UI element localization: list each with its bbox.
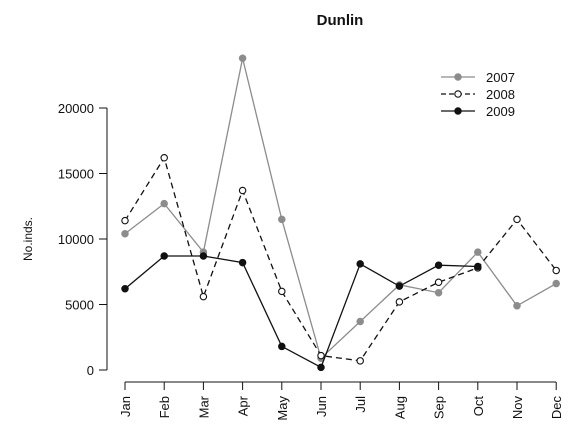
data-point xyxy=(317,351,325,360)
series-2009 xyxy=(121,252,482,372)
x-tick-label: Feb xyxy=(157,396,172,418)
x-tick-label: Jun xyxy=(314,396,329,417)
legend-item: 2009 xyxy=(441,104,515,119)
data-point xyxy=(552,266,560,275)
data-point xyxy=(434,261,443,269)
data-point xyxy=(434,288,443,297)
y-ticks: 0 5000 10000 15000 20000 xyxy=(58,101,107,378)
series-line-2009 xyxy=(124,255,478,369)
chart-title: Dunlin xyxy=(317,12,364,29)
x-tick-label: Nov xyxy=(510,396,525,420)
legend-item: 2007 xyxy=(441,70,515,85)
y-tick-label: 15000 xyxy=(58,167,94,182)
series-line-2008 xyxy=(124,156,557,362)
x-tick-label: Aug xyxy=(392,396,407,419)
y-axis-label: No.inds. xyxy=(21,217,35,261)
legend-marker xyxy=(454,90,462,98)
x-ticks: Jan Feb Mar Apr May Jun Jul Aug Sep Oct Nov Dec xyxy=(118,382,564,421)
data-point xyxy=(395,282,404,290)
series-2007 xyxy=(121,54,560,362)
data-point xyxy=(278,342,286,351)
data-point xyxy=(395,298,404,306)
data-point xyxy=(513,215,521,224)
data-point xyxy=(356,357,364,365)
data-point xyxy=(121,230,129,238)
legend-label: 2007 xyxy=(486,70,515,85)
data-point xyxy=(160,252,168,260)
data-point xyxy=(434,278,443,286)
data-point xyxy=(317,363,325,372)
x-tick-label: Dec xyxy=(549,396,564,420)
data-point xyxy=(160,199,168,208)
legend: 2007 2008 2009 xyxy=(441,70,515,119)
y-tick-label: 0 xyxy=(87,363,94,378)
series-layer xyxy=(121,54,560,372)
legend-label: 2008 xyxy=(486,87,515,102)
x-tick-label: Oct xyxy=(471,396,486,417)
data-point xyxy=(238,54,247,62)
legend-marker xyxy=(454,73,462,81)
data-point xyxy=(513,302,521,310)
data-point xyxy=(199,252,208,260)
x-tick-label: Jul xyxy=(353,396,368,413)
data-point xyxy=(474,248,482,256)
data-point xyxy=(160,154,168,162)
y-tick-label: 10000 xyxy=(58,232,94,247)
x-tick-label: Apr xyxy=(236,395,251,416)
data-point xyxy=(474,262,482,271)
data-point xyxy=(121,216,129,225)
data-point xyxy=(199,292,208,301)
x-tick-label: May xyxy=(275,396,290,421)
x-tick-label: Mar xyxy=(196,395,211,418)
y-tick-label: 20000 xyxy=(58,101,94,116)
x-tick-label: Jan xyxy=(118,396,133,417)
x-tick-label: Sep xyxy=(432,396,447,419)
data-point xyxy=(238,258,247,267)
legend-item: 2008 xyxy=(441,87,515,102)
data-point xyxy=(356,317,364,326)
series-line-2007 xyxy=(124,58,557,360)
data-point xyxy=(278,287,286,296)
data-point xyxy=(238,186,247,195)
y-tick-label: 5000 xyxy=(65,298,94,313)
data-point xyxy=(356,260,364,268)
data-point xyxy=(552,279,560,288)
legend-label: 2009 xyxy=(486,104,515,119)
data-point xyxy=(278,215,286,224)
legend-marker xyxy=(454,107,462,115)
series-2008 xyxy=(121,154,560,365)
data-point xyxy=(121,285,129,293)
